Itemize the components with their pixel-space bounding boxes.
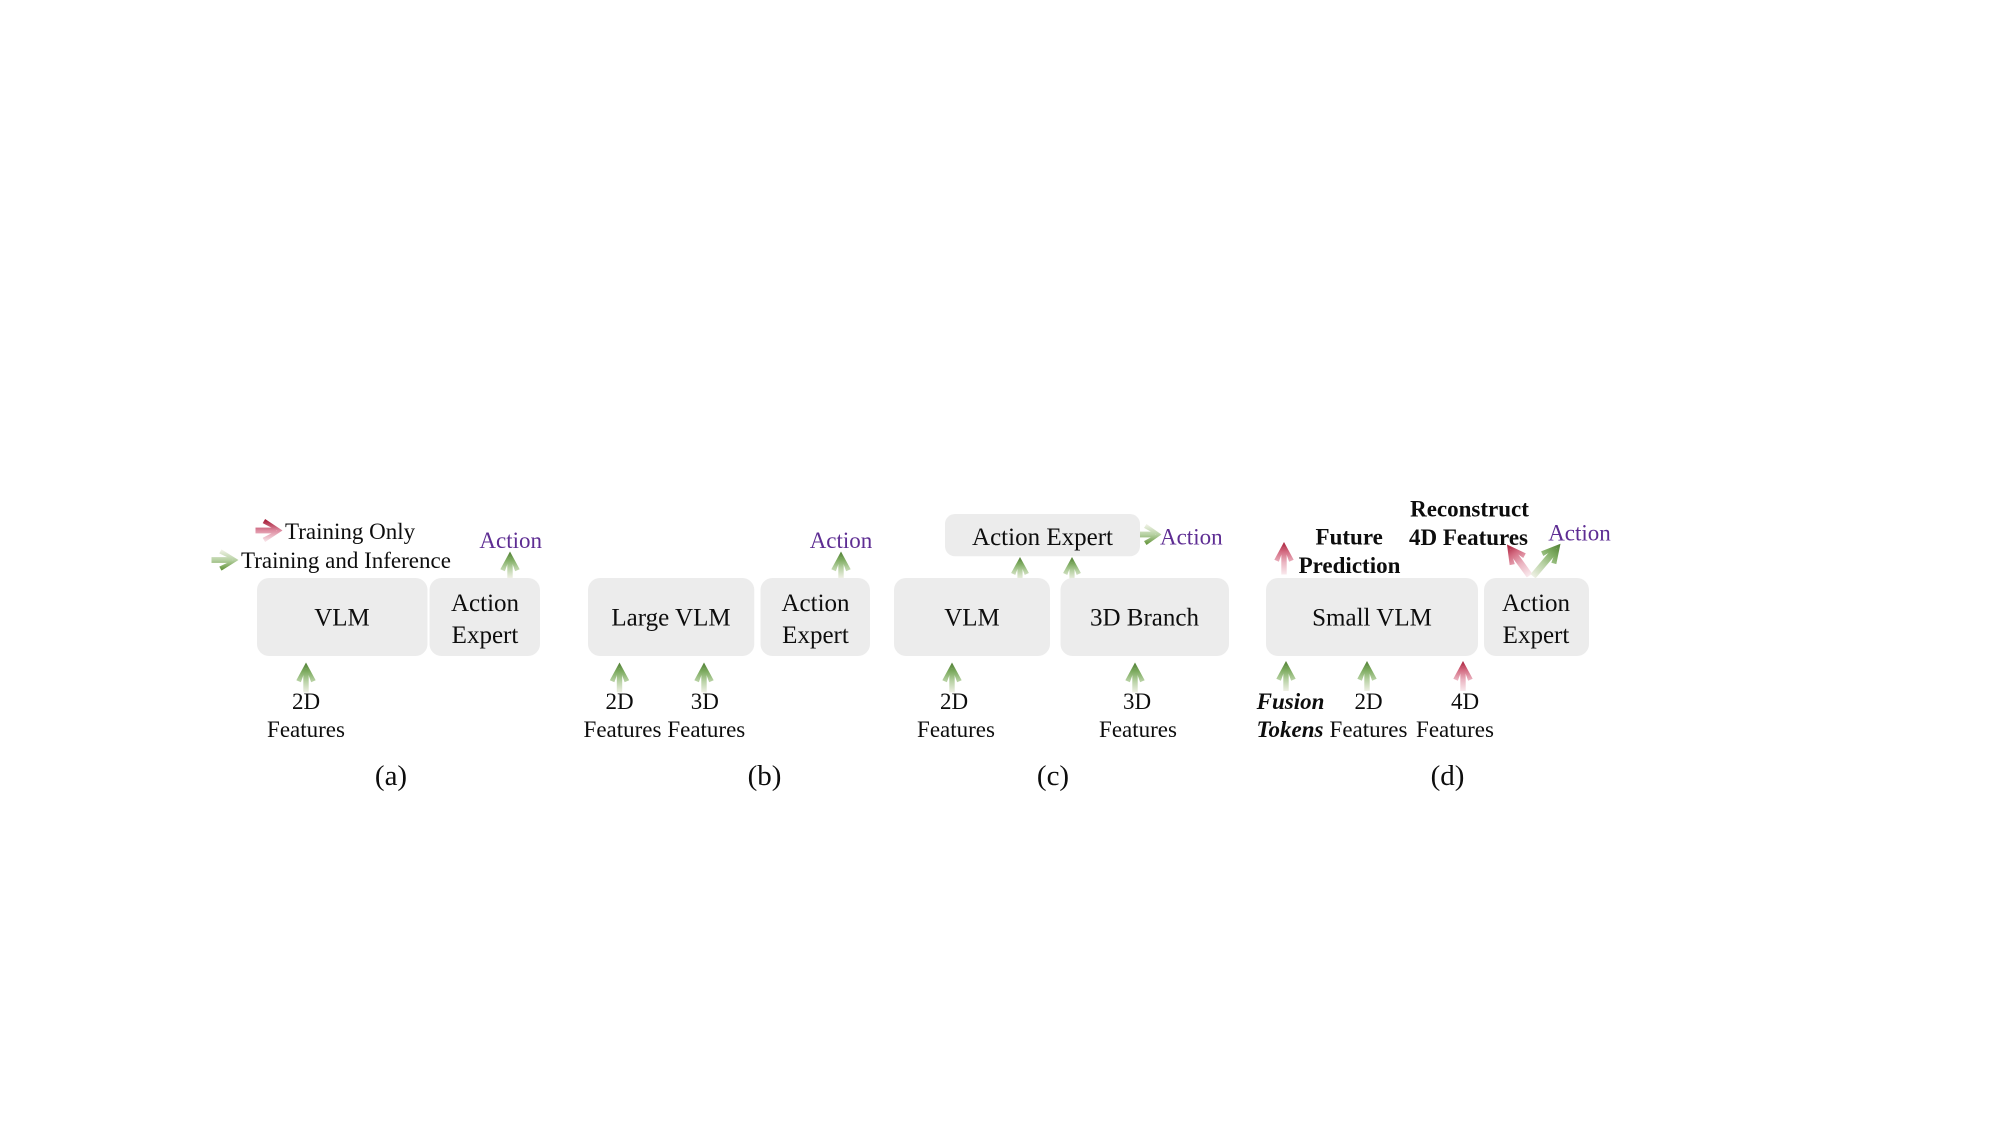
svg-text:Features: Features <box>667 717 745 742</box>
svg-text:Training Only: Training Only <box>285 519 416 544</box>
svg-text:Small VLM: Small VLM <box>1312 605 1432 632</box>
svg-text:Large VLM: Large VLM <box>611 605 730 632</box>
svg-text:(b): (b) <box>748 760 782 792</box>
svg-text:4D: 4D <box>1451 689 1479 714</box>
svg-text:Features: Features <box>584 717 662 742</box>
svg-text:Action: Action <box>1548 521 1611 546</box>
svg-text:Features: Features <box>1416 717 1494 742</box>
svg-text:2D: 2D <box>292 689 320 714</box>
svg-text:Features: Features <box>917 717 995 742</box>
svg-text:2D: 2D <box>940 689 968 714</box>
svg-text:Training and Inference: Training and Inference <box>241 548 451 573</box>
svg-text:Expert: Expert <box>1503 622 1570 649</box>
svg-text:Features: Features <box>1099 717 1177 742</box>
svg-text:3D Branch: 3D Branch <box>1090 605 1199 632</box>
svg-text:Future: Future <box>1316 525 1383 550</box>
svg-text:2D: 2D <box>605 689 633 714</box>
svg-text:Reconstruct: Reconstruct <box>1410 497 1529 522</box>
svg-text:Expert: Expert <box>782 622 849 649</box>
svg-text:Action: Action <box>451 590 520 617</box>
svg-text:3D: 3D <box>691 689 719 714</box>
svg-text:VLM: VLM <box>944 605 1000 632</box>
svg-text:Action Expert: Action Expert <box>972 524 1113 551</box>
svg-text:Action: Action <box>1502 590 1571 617</box>
svg-text:(a): (a) <box>375 760 407 792</box>
svg-text:Action: Action <box>810 528 873 553</box>
svg-text:(d): (d) <box>1431 760 1465 792</box>
svg-text:Prediction: Prediction <box>1299 553 1401 578</box>
svg-text:2D: 2D <box>1354 689 1382 714</box>
svg-text:3D: 3D <box>1123 689 1151 714</box>
svg-text:Features: Features <box>267 717 345 742</box>
svg-text:VLM: VLM <box>314 605 370 632</box>
svg-text:Tokens: Tokens <box>1257 717 1324 742</box>
svg-text:Action: Action <box>479 528 542 553</box>
svg-text:Expert: Expert <box>452 622 519 649</box>
svg-text:(c): (c) <box>1037 760 1069 792</box>
svg-text:Action: Action <box>1160 525 1223 550</box>
svg-text:Features: Features <box>1330 717 1408 742</box>
svg-text:Fusion: Fusion <box>1256 689 1325 714</box>
svg-text:Action: Action <box>781 590 850 617</box>
